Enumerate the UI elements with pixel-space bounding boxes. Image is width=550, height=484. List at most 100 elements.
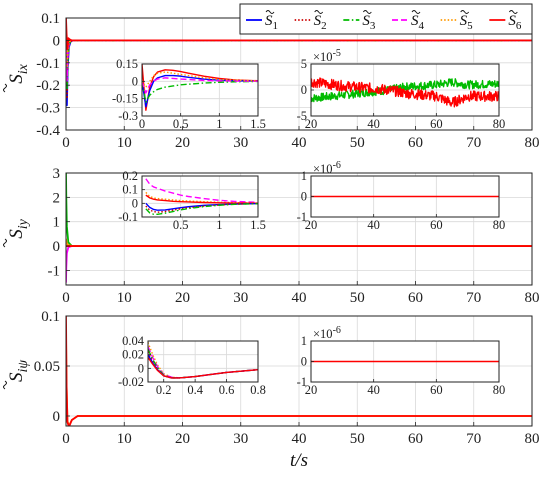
y-tick-label: 0.05 bbox=[34, 359, 60, 375]
x-tick-label: 1 bbox=[216, 218, 222, 232]
series-line bbox=[142, 64, 258, 111]
x-tick-label: 70 bbox=[466, 135, 481, 151]
x-tick-label: 60 bbox=[408, 290, 423, 306]
x-tick-label: 0.6 bbox=[219, 383, 235, 397]
x-axis-label: t/s bbox=[290, 450, 308, 471]
y-tick-label: -1 bbox=[297, 375, 307, 389]
series-line bbox=[142, 77, 258, 94]
tilde-mark bbox=[460, 10, 470, 14]
legend-label-sub: 3 bbox=[370, 20, 376, 32]
x-tick-label: 10 bbox=[117, 135, 132, 151]
legend-label-base: S bbox=[508, 13, 516, 29]
x-tick-label: 80 bbox=[525, 431, 540, 447]
legend-label-sub: 5 bbox=[467, 20, 473, 32]
legend-label: S1 bbox=[265, 13, 278, 32]
y-axis-label-text: Six bbox=[6, 63, 31, 83]
legend-label: S4 bbox=[411, 13, 425, 32]
series-group bbox=[66, 316, 532, 426]
x-tick-label: 40 bbox=[292, 431, 307, 447]
legend-label-sub: 2 bbox=[321, 20, 327, 32]
x-tick-label: 60 bbox=[430, 218, 443, 232]
x-tick-label: 20 bbox=[175, 135, 190, 151]
y-tick-label: 0.15 bbox=[116, 57, 138, 71]
x-tick-label: 40 bbox=[292, 290, 307, 306]
x-tick-label: 30 bbox=[233, 135, 248, 151]
axis-exponent-power: -6 bbox=[333, 160, 341, 171]
x-tick-label: 80 bbox=[525, 135, 540, 151]
legend-label: S6 bbox=[508, 13, 522, 32]
y-tick-label: 1 bbox=[53, 215, 61, 231]
x-tick-label: 0.5 bbox=[173, 218, 189, 232]
x-tick-label: 40 bbox=[367, 218, 380, 232]
series-line bbox=[145, 194, 258, 204]
series-line bbox=[311, 77, 499, 108]
y-tick-label: -0.3 bbox=[118, 109, 138, 123]
y-tick-label: -0.15 bbox=[112, 92, 138, 106]
series-group bbox=[145, 178, 258, 215]
tilde-mark bbox=[314, 10, 324, 14]
y-tick-label: -0.1 bbox=[36, 56, 60, 72]
series-line bbox=[145, 178, 258, 204]
series-line bbox=[142, 80, 258, 103]
axis-exponent-power: -6 bbox=[333, 325, 341, 336]
series-group bbox=[311, 77, 499, 108]
y-tick-label: 0.04 bbox=[122, 334, 145, 348]
y-tick-label: 0.02 bbox=[122, 348, 144, 362]
y-tick-label: 0 bbox=[132, 74, 138, 88]
y-tick-label: 3 bbox=[53, 166, 61, 182]
y-tick-label: -0.1 bbox=[118, 210, 138, 224]
y-tick-label: 0 bbox=[53, 33, 61, 49]
legend: S1 S2 S3 S4 S5 S6 bbox=[239, 3, 533, 35]
x-tick-label: 30 bbox=[233, 290, 248, 306]
x-tick-label: 50 bbox=[350, 431, 365, 447]
x-tick-label: 0 bbox=[139, 117, 145, 131]
y-axis-label: Six bbox=[3, 63, 31, 93]
series-line bbox=[311, 78, 499, 103]
axes-frame bbox=[141, 175, 259, 218]
x-tick-label: 20 bbox=[305, 117, 318, 131]
series-line bbox=[145, 203, 258, 215]
x-tick-label: 60 bbox=[408, 431, 423, 447]
x-tick-label: 20 bbox=[305, 383, 318, 397]
series-group bbox=[142, 64, 258, 111]
tilde-mark bbox=[362, 10, 372, 14]
y-axis-label-base: S bbox=[6, 74, 27, 84]
y-tick-label: 0 bbox=[53, 239, 61, 255]
legend-label-base: S bbox=[265, 13, 273, 29]
y-tick-label: -1 bbox=[297, 210, 307, 224]
y-axis-label-sub: ix bbox=[16, 63, 31, 74]
x-tick-label: 0.8 bbox=[250, 383, 266, 397]
y-tick-label: -0.2 bbox=[36, 78, 60, 94]
y-tick-label: -1 bbox=[48, 263, 61, 279]
y-tick-label: -0.3 bbox=[36, 101, 60, 117]
y-axis-label-sub: iy bbox=[16, 218, 31, 229]
plot-area bbox=[142, 176, 258, 217]
x-tick-label: 60 bbox=[408, 135, 423, 151]
x-tick-label: 0 bbox=[62, 290, 70, 306]
y-tick-label: 0.1 bbox=[41, 309, 60, 325]
x-tick-label: 50 bbox=[350, 135, 365, 151]
y-axis-label: Siy bbox=[3, 218, 31, 248]
legend-label: S2 bbox=[314, 13, 327, 32]
legend-label: S3 bbox=[362, 13, 376, 32]
y-tick-label: 0 bbox=[301, 190, 307, 204]
y-axis-label-text: Siψ bbox=[6, 360, 31, 382]
x-tick-label: 10 bbox=[117, 290, 132, 306]
y-tick-label: 1 bbox=[301, 169, 307, 183]
x-tick-label: 10 bbox=[117, 431, 132, 447]
inset-plot: 0.5 1 1.5 -0.100.10.2 bbox=[118, 169, 266, 232]
x-tick-label: 0.4 bbox=[187, 383, 203, 397]
legend-label-sub: 6 bbox=[516, 20, 522, 32]
y-tick-label: 5 bbox=[301, 57, 307, 71]
legend-label-base: S bbox=[411, 13, 419, 29]
x-tick-label: 60 bbox=[430, 383, 443, 397]
inset-plot: 20 40 60 80-101 ×10-6 bbox=[297, 325, 506, 397]
legend-box bbox=[239, 3, 533, 35]
x-tick-label: 1.5 bbox=[250, 218, 266, 232]
axes-frame bbox=[141, 63, 259, 117]
y-tick-label: -5 bbox=[297, 109, 307, 123]
series-line bbox=[66, 316, 532, 426]
